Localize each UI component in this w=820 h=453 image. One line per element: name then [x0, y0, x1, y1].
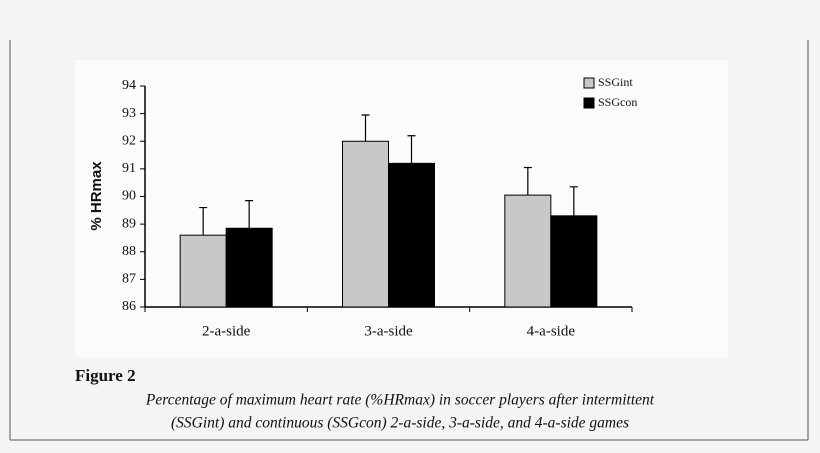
y-tick-label: 86: [122, 299, 136, 314]
y-tick-label: 92: [122, 133, 136, 148]
bar: [550, 215, 598, 308]
bar: [388, 162, 435, 308]
bar: [179, 234, 227, 308]
error-bar: [523, 166, 532, 196]
y-tick-label: 93: [122, 106, 136, 121]
error-bar: [199, 206, 208, 236]
error-bar: [361, 114, 370, 142]
error-bar: [407, 135, 416, 164]
y-tick-label: 88: [122, 244, 136, 259]
bar: [504, 194, 552, 308]
y-tick-label: 91: [122, 161, 136, 176]
caption-line: (SSGint) and continuous (SSGcon) 2-a-sid…: [171, 415, 629, 432]
bar: [342, 140, 389, 308]
legend-label: SSGint: [598, 75, 633, 89]
x-tick-label: 2-a-side: [202, 323, 251, 339]
y-tick-label: 90: [122, 189, 136, 204]
error-bar: [569, 186, 578, 216]
y-axis-label: % HRmax: [88, 161, 105, 231]
caption-line: Percentage of maximum heart rate (%HRmax…: [145, 392, 655, 409]
figure-label: Figure 2: [75, 366, 136, 385]
y-tick-label: 89: [122, 216, 136, 231]
y-tick-label: 94: [122, 78, 136, 93]
x-tick-label: 3-a-side: [364, 323, 413, 339]
legend-swatch: [583, 97, 595, 109]
legend-label: SSGcon: [598, 95, 637, 109]
legend-swatch: [583, 77, 595, 89]
x-tick-label: 4-a-side: [527, 323, 576, 339]
error-bar: [245, 200, 254, 229]
bar: [225, 227, 273, 308]
y-tick-label: 87: [122, 272, 136, 287]
